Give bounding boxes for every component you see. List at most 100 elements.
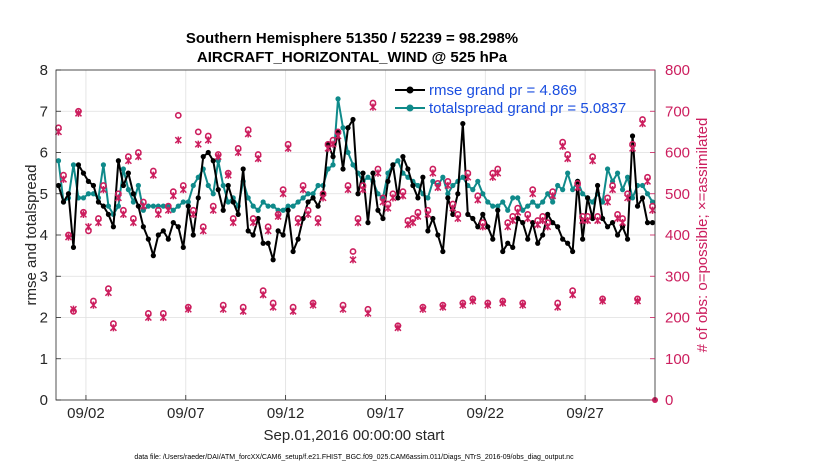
obs-assimilated-point-62 bbox=[364, 309, 372, 317]
legend: rmse grand pr = 4.869 totalspread grand … bbox=[395, 82, 626, 117]
totalspread-point-3 bbox=[70, 162, 77, 168]
totalspread-point-97 bbox=[540, 199, 546, 205]
x-tick-label-4: 09/22 bbox=[467, 405, 505, 422]
rmse-point-70 bbox=[405, 166, 411, 172]
rmse-point-87 bbox=[490, 236, 496, 242]
obs-assimilated-point-100 bbox=[554, 303, 562, 311]
rmse-point-16 bbox=[135, 203, 141, 209]
rmse-point-21 bbox=[160, 228, 166, 234]
rmse-point-113 bbox=[619, 224, 626, 230]
rmse-point-73 bbox=[420, 174, 426, 180]
totalspread-point-79 bbox=[450, 182, 456, 189]
rmse-point-98 bbox=[545, 211, 551, 217]
rmse-point-29 bbox=[200, 154, 206, 160]
rmse-point-60 bbox=[355, 191, 361, 197]
obs-assimilated-point-38 bbox=[244, 130, 252, 138]
rmse-point-13 bbox=[120, 182, 126, 189]
rmse-point-81 bbox=[460, 121, 466, 127]
totalspread-point-13 bbox=[120, 166, 126, 172]
rmse-point-108 bbox=[594, 182, 601, 189]
totalspread-point-18 bbox=[145, 203, 151, 209]
totalspread-point-98 bbox=[545, 191, 551, 197]
totalspread-point-72 bbox=[415, 182, 421, 189]
totalspread-point-59 bbox=[350, 162, 356, 168]
obs-assimilated-point-3 bbox=[69, 305, 78, 313]
rmse-point-40 bbox=[255, 215, 261, 222]
totalspread-point-0 bbox=[55, 158, 62, 164]
obs-assimilated-point-43 bbox=[269, 303, 277, 311]
totalspread-point-100 bbox=[555, 182, 561, 189]
totalspread-point-62 bbox=[365, 174, 371, 180]
rmse-point-62 bbox=[365, 220, 371, 226]
obs-assimilated-point-31 bbox=[209, 206, 217, 214]
rmse-point-99 bbox=[550, 220, 556, 226]
rmse-point-106 bbox=[585, 195, 591, 201]
totalspread-point-21 bbox=[160, 203, 166, 209]
rmse-point-119 bbox=[649, 220, 656, 226]
rmse-point-12 bbox=[115, 158, 121, 164]
rmse-point-37 bbox=[240, 166, 246, 172]
rmse-point-44 bbox=[275, 228, 281, 234]
rmse-point-14 bbox=[125, 170, 131, 176]
right-y-tick-label-7: 700 bbox=[665, 103, 690, 120]
rmse-point-86 bbox=[485, 224, 491, 230]
right-y-tick-label-2: 200 bbox=[665, 310, 690, 327]
rmse-point-48 bbox=[295, 236, 301, 242]
obs-assimilated-point-4 bbox=[74, 109, 82, 117]
obs-assimilated-point-75 bbox=[429, 169, 437, 177]
obs-assimilated-point-2 bbox=[64, 233, 73, 241]
obs-assimilated-point-107 bbox=[589, 157, 597, 165]
y-tick-label-4: 4 bbox=[40, 227, 48, 244]
obs-assimilated-point-59 bbox=[349, 256, 357, 264]
rmse-point-102 bbox=[565, 240, 571, 246]
right-y-tick-label-5: 500 bbox=[665, 186, 690, 203]
rmse-point-114 bbox=[624, 236, 631, 242]
obs-assimilated-point-49 bbox=[299, 186, 307, 194]
obs-assimilated-point-101 bbox=[559, 142, 567, 150]
y-axis-label: rmse and totalspread bbox=[23, 165, 40, 306]
rmse-point-69 bbox=[400, 154, 406, 160]
x-axis-label: Sep.01,2016 00:00:00 start bbox=[264, 427, 446, 444]
rmse-point-92 bbox=[515, 215, 521, 222]
totalspread-point-112 bbox=[614, 170, 621, 176]
right-y-axis-ticks: 0 100 200 300 400 500 600 700 800 bbox=[650, 62, 690, 409]
totalspread-point-41 bbox=[260, 199, 266, 205]
totalspread-point-46 bbox=[285, 203, 291, 209]
totalspread-point-54 bbox=[325, 166, 331, 172]
totalspread-point-91 bbox=[510, 195, 516, 201]
rmse-point-77 bbox=[440, 248, 446, 255]
obs-assimilated-point-97 bbox=[539, 216, 547, 225]
right-y-tick-label-0: 0 bbox=[665, 392, 673, 409]
rmse-point-3 bbox=[70, 244, 77, 250]
rmse-point-43 bbox=[270, 257, 276, 263]
chart-subtitle: AIRCRAFT_HORIZONTAL_WIND @ 525 hPa bbox=[197, 49, 508, 66]
totalspread-point-30 bbox=[205, 182, 211, 189]
rmse-point-111 bbox=[609, 220, 616, 226]
totalspread-point-90 bbox=[505, 207, 511, 213]
rmse-point-2 bbox=[65, 191, 72, 197]
rmse-point-10 bbox=[105, 211, 112, 217]
totalspread-point-57 bbox=[340, 125, 346, 131]
rmse-point-0 bbox=[55, 182, 62, 189]
totalspread-point-42 bbox=[265, 203, 271, 209]
totalspread-point-95 bbox=[530, 199, 536, 205]
y-tick-label-1: 1 bbox=[40, 351, 48, 368]
obs-assimilated-point-10 bbox=[104, 289, 112, 297]
totalspread-point-74 bbox=[425, 195, 431, 201]
rmse-point-4 bbox=[75, 162, 82, 168]
obs-assimilated-point-61 bbox=[359, 186, 367, 194]
obs-assimilated-point-35 bbox=[229, 219, 237, 227]
totalspread-point-32 bbox=[215, 158, 221, 164]
obs-assimilated-point-39 bbox=[249, 219, 257, 227]
obs-assimilated-point-93 bbox=[519, 301, 527, 309]
obs-assimilated-point-118 bbox=[643, 177, 652, 185]
rmse-point-25 bbox=[180, 244, 186, 250]
obs-assimilated-point-58 bbox=[344, 186, 352, 194]
totalspread-point-5 bbox=[80, 195, 87, 201]
right-y-tick-label-1: 100 bbox=[665, 351, 690, 368]
obs-assimilated-point-60 bbox=[354, 219, 362, 227]
rmse-point-78 bbox=[445, 195, 451, 201]
obs-assimilated-point-32 bbox=[214, 153, 222, 161]
obs-assimilated-point-88 bbox=[494, 169, 502, 177]
totalspread-point-33 bbox=[220, 182, 226, 189]
